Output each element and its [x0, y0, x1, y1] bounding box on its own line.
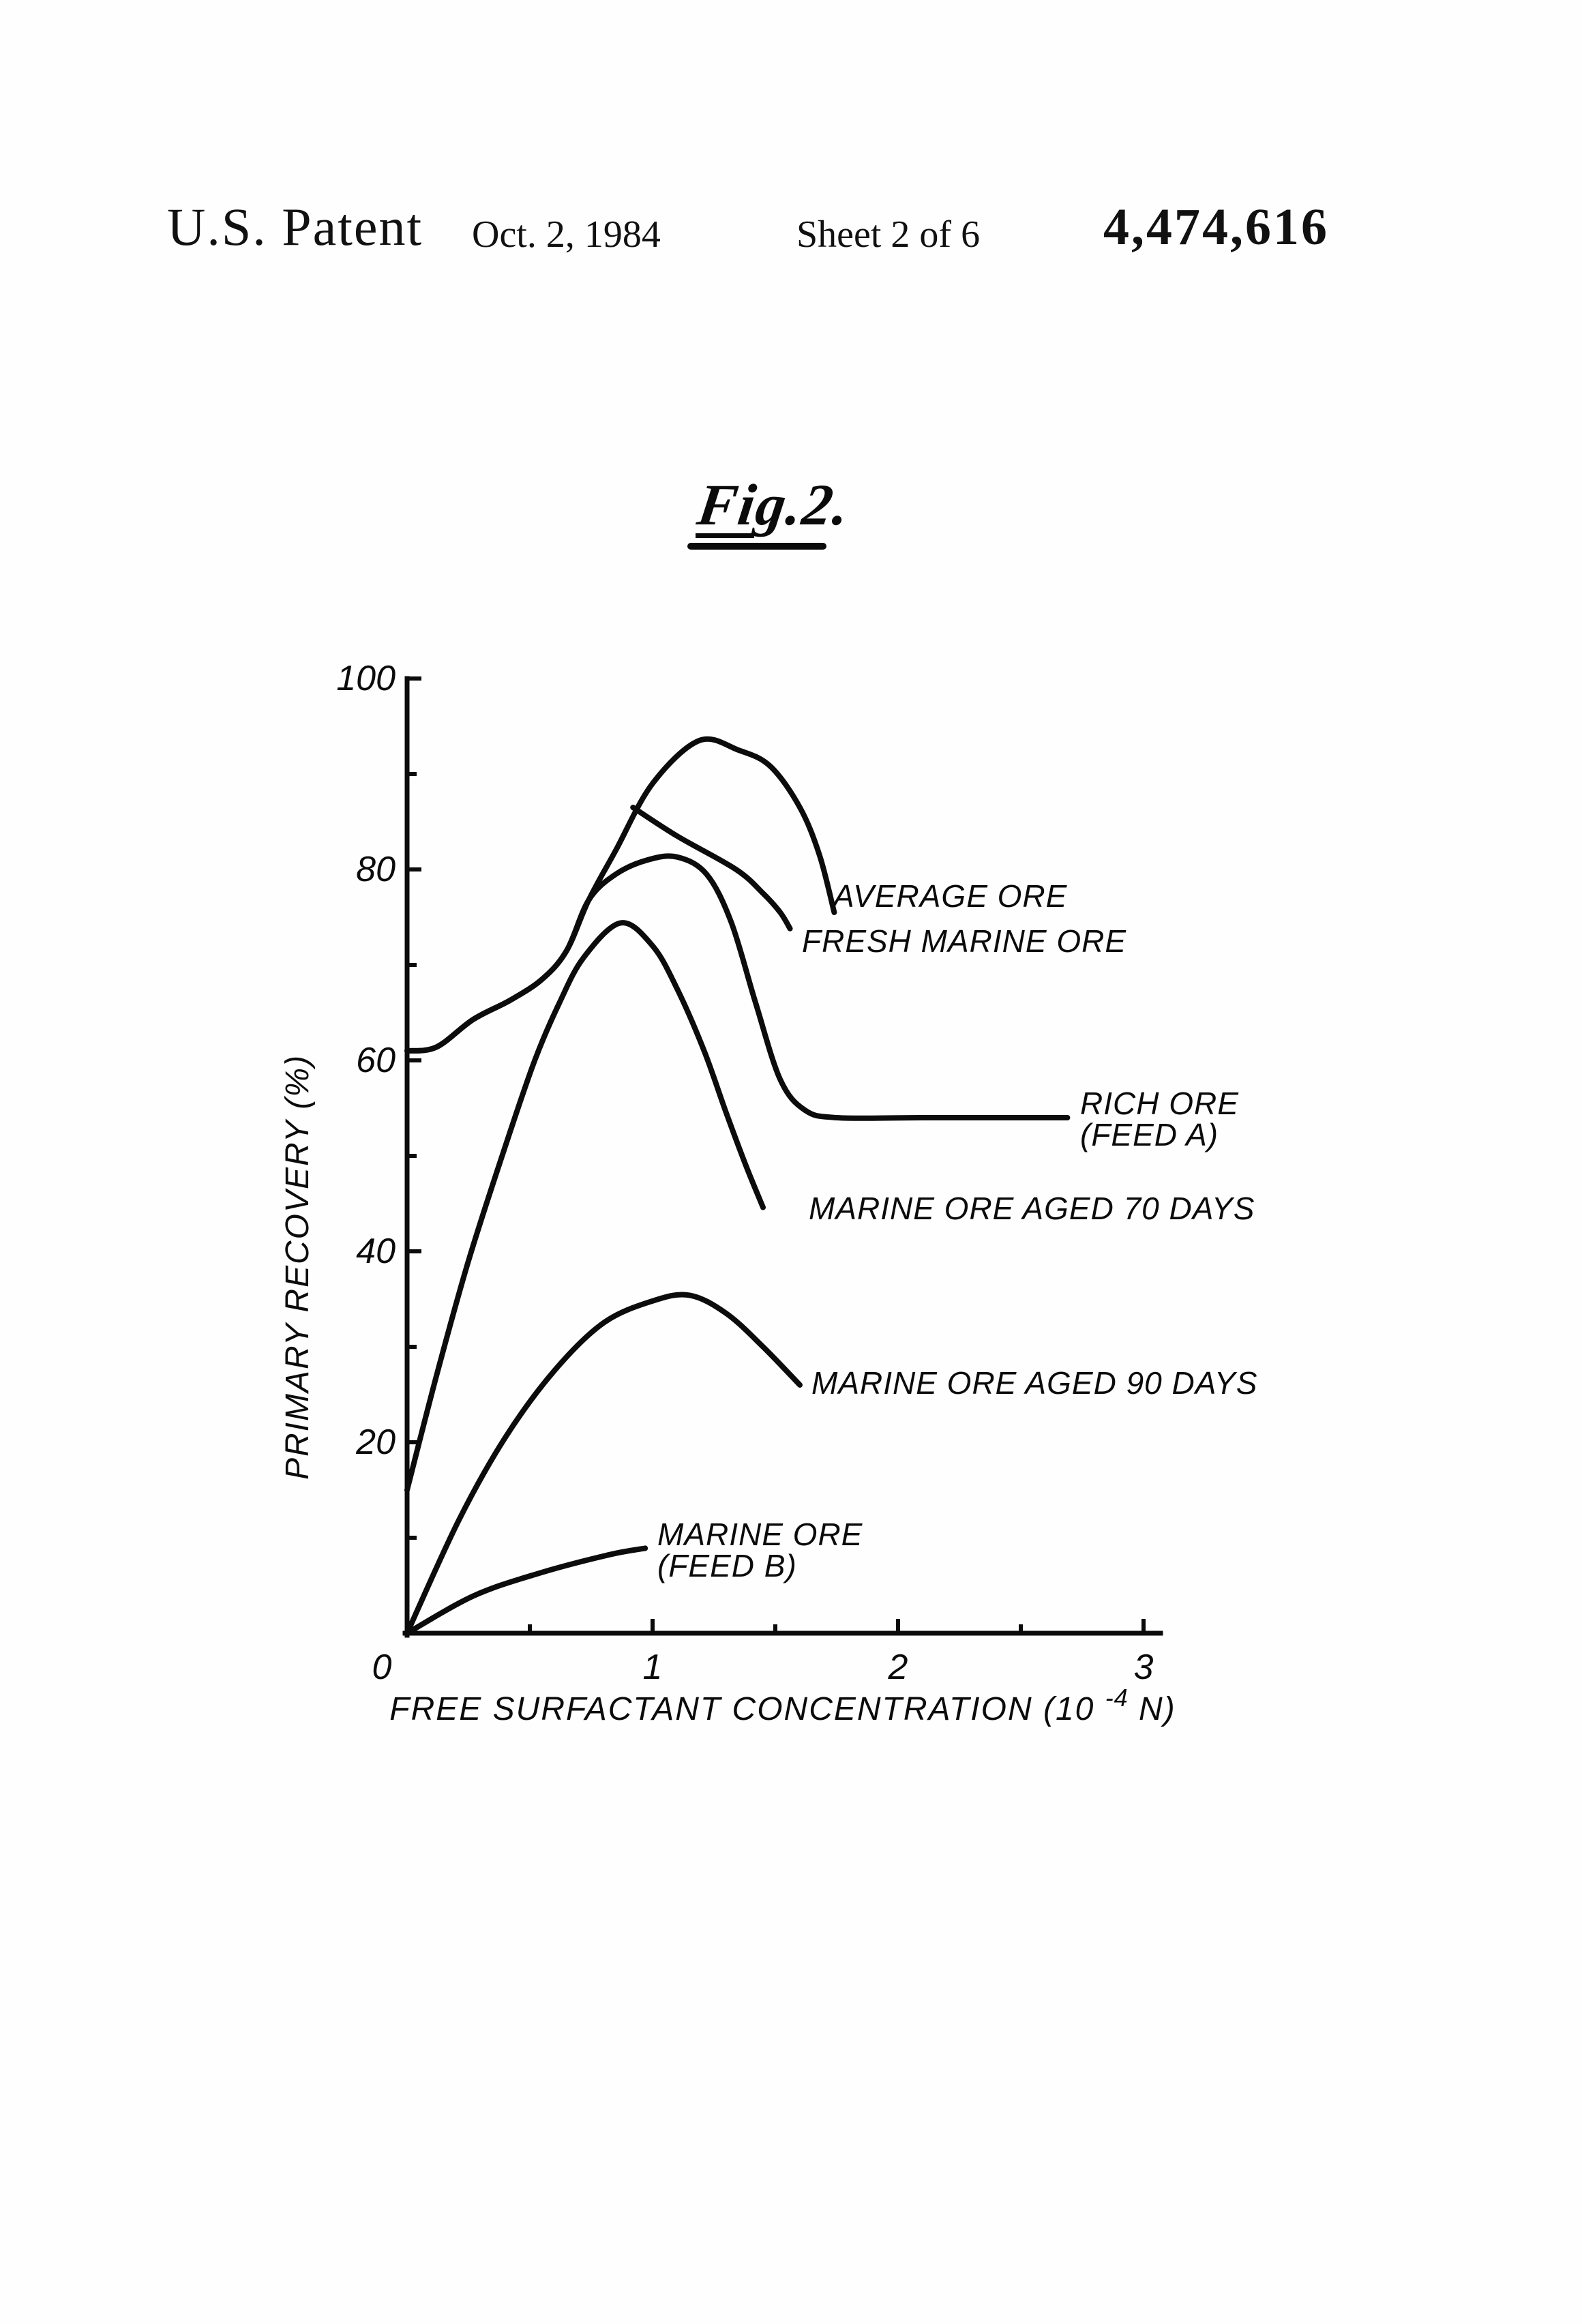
sheet-info: Sheet 2 of 6: [796, 213, 981, 256]
x-tick-label-2: 2: [888, 1648, 908, 1687]
x-axis: 0 1 2 3 FREE SURFACTANT CONCENTRATION (10 -…: [372, 1619, 1176, 1727]
x-axis-title-unit: N): [1139, 1691, 1176, 1727]
y-axis-title: PRIMARY RECOVERY (%): [280, 1054, 316, 1480]
patent-number: 4,474,616: [1103, 198, 1329, 256]
curve-label-rich-ore-feed-a-line1: RICH ORE: [1080, 1086, 1239, 1121]
curve-average-ore: [404, 736, 837, 1054]
publication-date: Oct. 2, 1984: [472, 213, 661, 256]
curve-label-average-ore: AVERAGE ORE: [831, 878, 1068, 914]
x-tick-label-3: 3: [1134, 1648, 1154, 1687]
curve-label-fresh-marine-ore: FRESH MARINE ORE: [802, 923, 1126, 959]
curve-label-marine-ore-aged-70: MARINE ORE AGED 70 DAYS: [809, 1191, 1255, 1226]
x-axis-ticks: [528, 1619, 1146, 1633]
x-axis-title-superscript: -4: [1105, 1684, 1129, 1712]
curve-label-marine-ore-aged-90: MARINE ORE AGED 90 DAYS: [811, 1365, 1257, 1401]
curve-fresh-marine-ore: [630, 805, 793, 932]
x-axis-title: FREE SURFACTANT CONCENTRATION (10 -4 N): [389, 1678, 1176, 1727]
y-axis-ticks: [407, 676, 421, 1540]
curve-marine-ore-feed-b: [404, 1545, 648, 1636]
x-tick-label-1: 1: [643, 1648, 663, 1687]
publication-name: U.S. Patent: [167, 197, 423, 256]
y-tick-label-20: 20: [355, 1422, 395, 1462]
x-tick-label-0: 0: [372, 1648, 392, 1687]
x-axis-title-main: FREE SURFACTANT CONCENTRATION (10: [389, 1691, 1094, 1727]
curve-label-marine-ore-feed-b-line1: MARINE ORE: [657, 1517, 863, 1552]
y-axis-tick-labels: 20 40 60 80 100: [336, 659, 395, 1462]
y-axis: 20 40 60 80 100 PRIMARY RECOVERY (%): [280, 659, 421, 1638]
curves: [404, 736, 1071, 1636]
y-tick-label-100: 100: [336, 659, 395, 698]
figure-label: Fig.2.: [686, 471, 854, 559]
y-tick-label-40: 40: [356, 1232, 395, 1271]
curve-marine-ore-aged-70: [404, 920, 766, 1493]
figure-label-underline-short: [696, 533, 754, 538]
figure-label-underline-long: [687, 543, 826, 550]
x-axis-tick-labels: 0 1 2 3: [372, 1648, 1154, 1687]
curve-label-rich-ore-feed-a-line2: (FEED A): [1080, 1117, 1219, 1152]
curve-rich-ore-feed-a: [404, 853, 1071, 1121]
curve-marine-ore-aged-90: [404, 1292, 803, 1636]
y-tick-label-80: 80: [356, 850, 395, 889]
curve-label-marine-ore-feed-b-line2: (FEED B): [657, 1548, 797, 1583]
y-tick-label-60: 60: [356, 1041, 395, 1080]
